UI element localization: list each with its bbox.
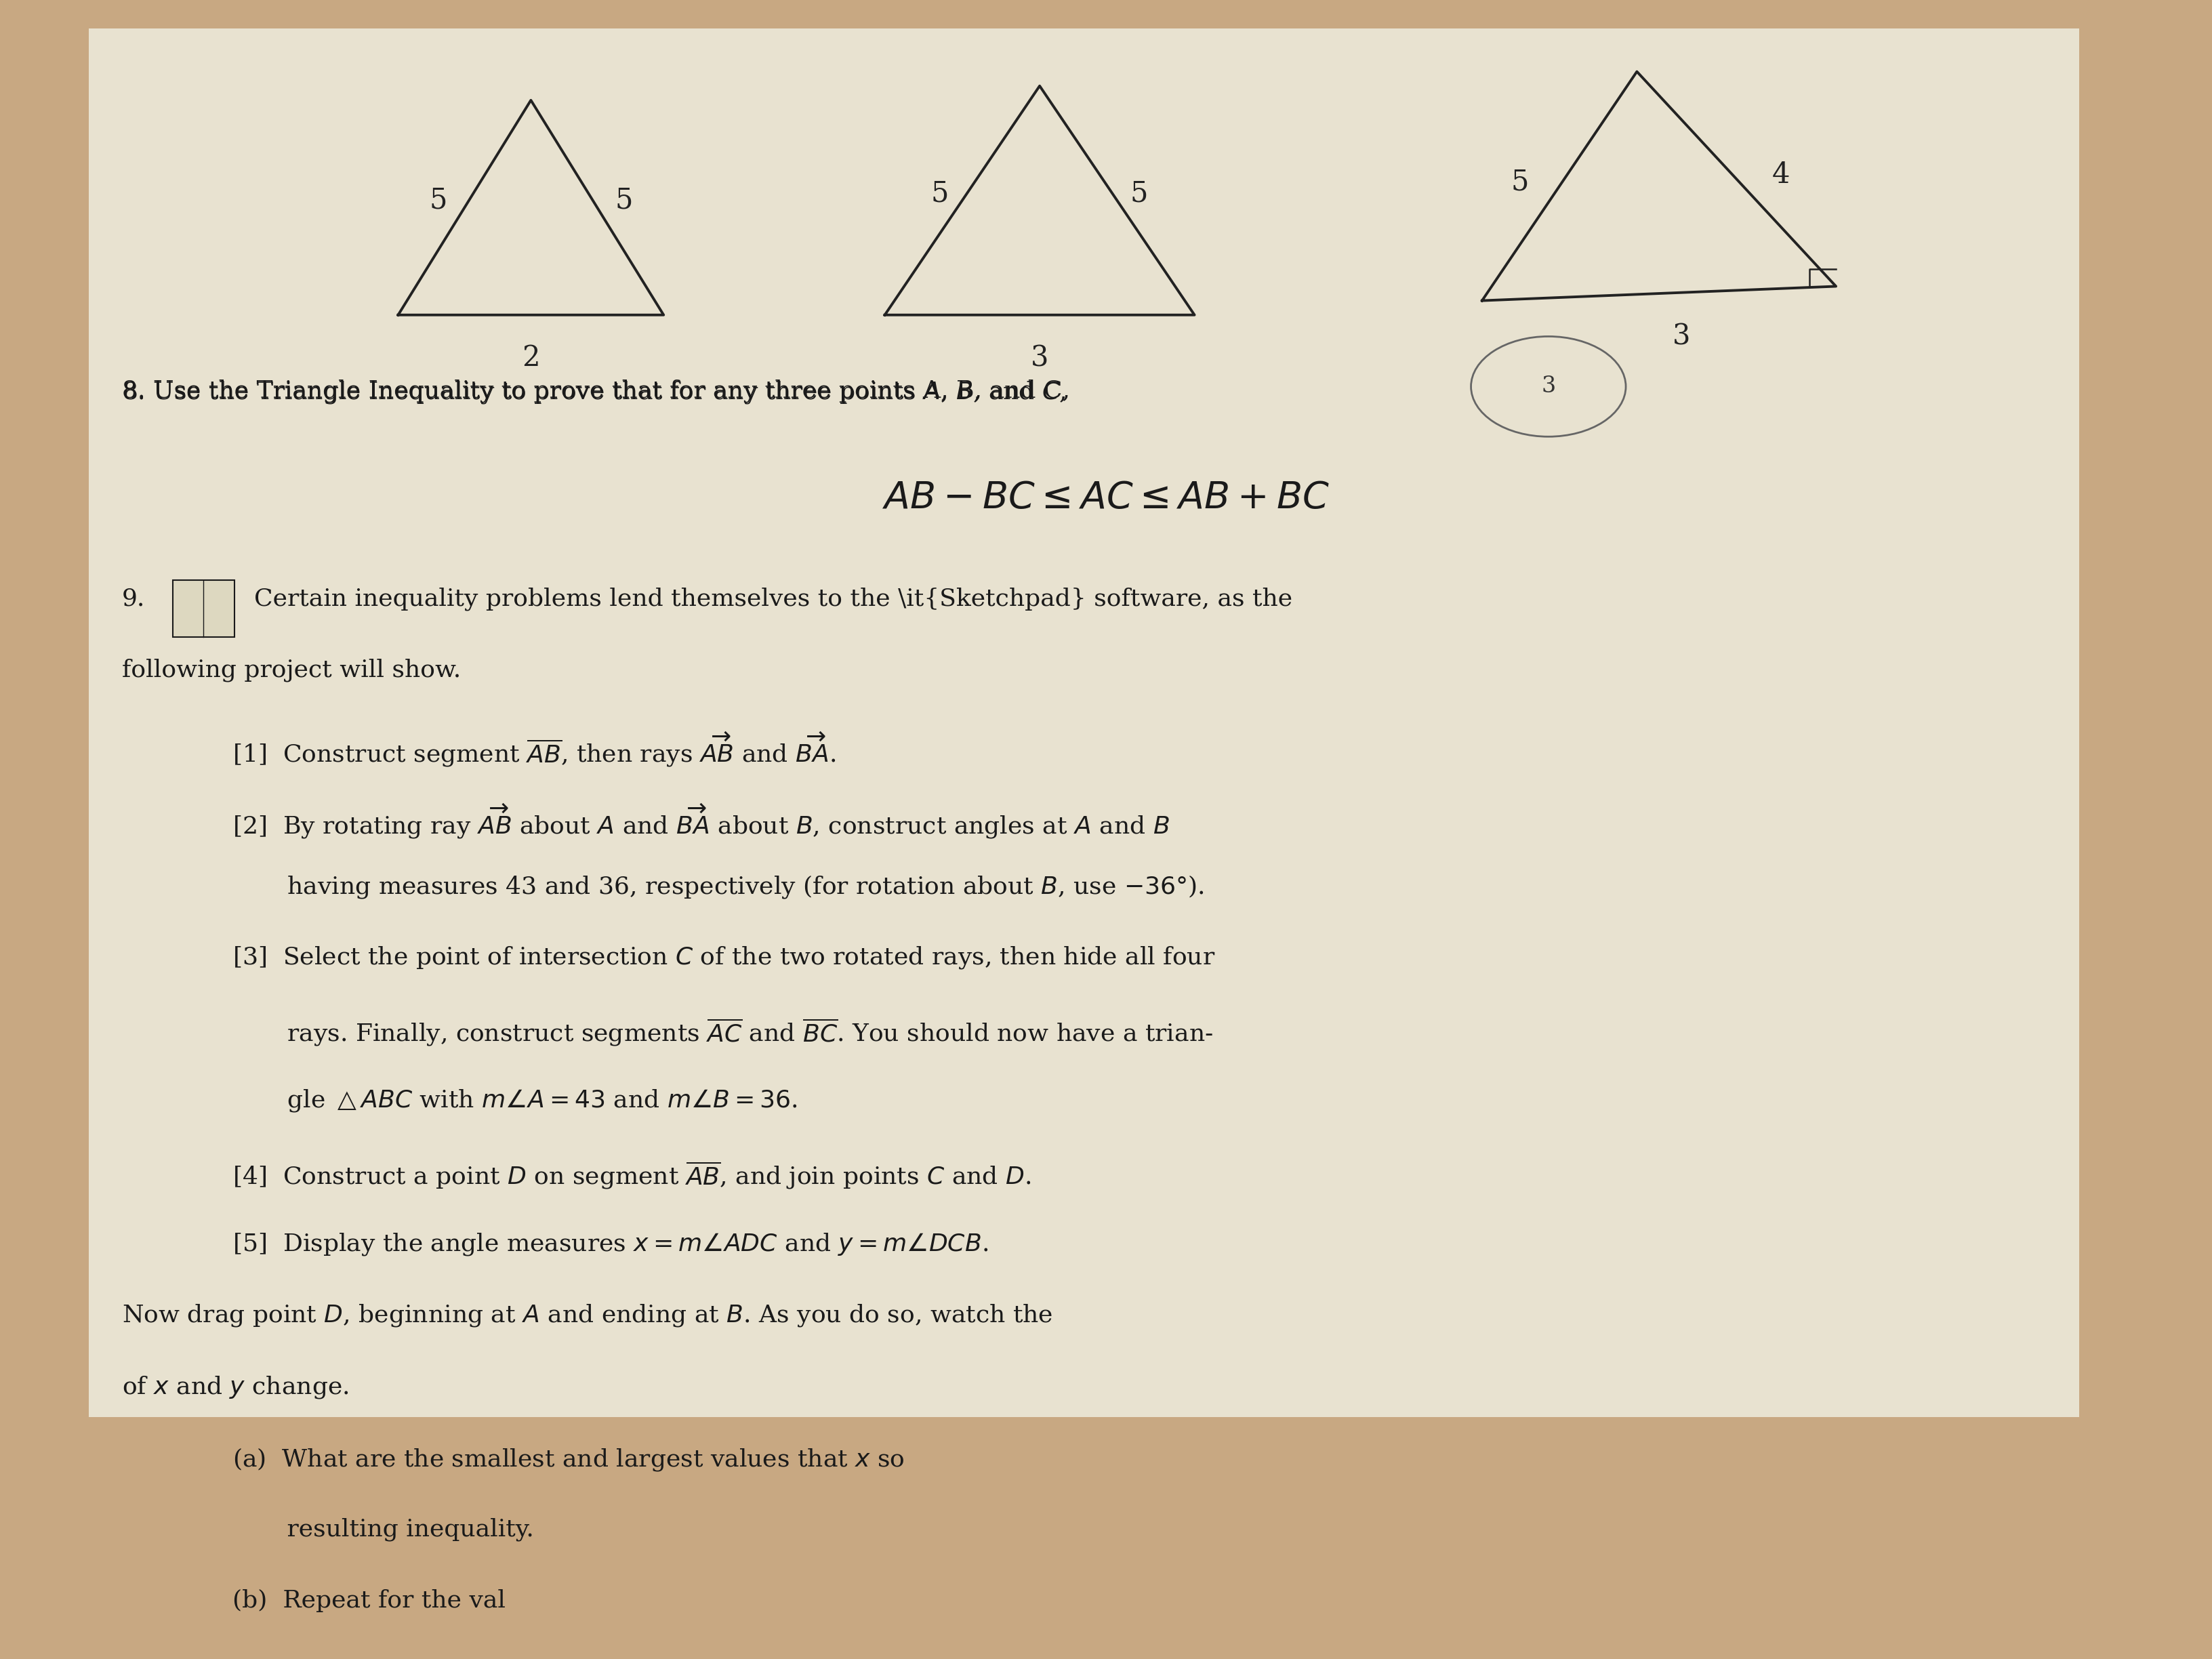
- Text: 5: 5: [429, 186, 447, 214]
- Text: 8. Use the Triangle Inequality to prove that for any three points $A$, $B$, and : 8. Use the Triangle Inequality to prove …: [122, 380, 1066, 405]
- Text: 5: 5: [1511, 168, 1528, 196]
- Text: 3: 3: [1672, 322, 1690, 350]
- Text: rays. Finally, construct segments $\overline{AC}$ and $\overline{BC}$. You shoul: rays. Finally, construct segments $\over…: [232, 1017, 1212, 1047]
- Text: 3: 3: [1542, 375, 1555, 398]
- Text: [1]  Construct segment $\overline{AB}$, then rays $\overrightarrow{AB}$ and $\ov: [1] Construct segment $\overline{AB}$, t…: [232, 730, 836, 768]
- Text: gle $\triangle ABC$ with $m\angle A = 43$ and $m\angle B = 36$.: gle $\triangle ABC$ with $m\angle A = 43…: [232, 1088, 799, 1113]
- Text: 3: 3: [1031, 343, 1048, 372]
- Text: of $x$ and $y$ change.: of $x$ and $y$ change.: [122, 1374, 349, 1400]
- Text: following project will show.: following project will show.: [122, 659, 460, 682]
- Text: [5]  Display the angle measures $x = m\angle ADC$ and $y = m\angle DCB$.: [5] Display the angle measures $x = m\an…: [232, 1231, 989, 1258]
- Text: [2]  By rotating ray $\overrightarrow{AB}$ about $A$ and $\overrightarrow{BA}$ a: [2] By rotating ray $\overrightarrow{AB}…: [232, 801, 1170, 839]
- Text: (a)  What are the smallest and largest values that $x$ so: (a) What are the smallest and largest va…: [232, 1447, 905, 1472]
- Text: [3]  Select the point of intersection $C$ of the two rotated rays, then hide all: [3] Select the point of intersection $C$…: [232, 946, 1214, 971]
- Text: 5: 5: [931, 179, 949, 207]
- Text: 9.: 9.: [122, 587, 146, 611]
- Text: (b)  Repeat for the val: (b) Repeat for the val: [232, 1589, 504, 1613]
- Text: 5: 5: [615, 186, 633, 214]
- Text: Now drag point $D$, beginning at $A$ and ending at $B$. As you do so, watch the: Now drag point $D$, beginning at $A$ and…: [122, 1302, 1053, 1329]
- FancyBboxPatch shape: [88, 28, 2079, 1417]
- FancyBboxPatch shape: [173, 579, 234, 637]
- Text: [4]  Construct a point $D$ on segment $\overline{AB}$, and join points $C$ and $: [4] Construct a point $D$ on segment $\o…: [232, 1160, 1031, 1191]
- Text: 8. Use the Triangle Inequality to prove that for any three points ⁠​A​, ​B​, and: 8. Use the Triangle Inequality to prove …: [122, 380, 1071, 403]
- Text: 4: 4: [1772, 161, 1790, 189]
- Text: $AB - BC \leq AC \leq AB + BC$: $AB - BC \leq AC \leq AB + BC$: [883, 479, 1329, 516]
- Text: 2: 2: [522, 343, 540, 372]
- Text: resulting inequality.: resulting inequality.: [232, 1518, 533, 1541]
- Text: having measures 43 and 36, respectively (for rotation about $B$, use $-36°$).: having measures 43 and 36, respectively …: [232, 873, 1203, 899]
- Text: Certain inequality problems lend themselves to the \it{Sketchpad} software, as t: Certain inequality problems lend themsel…: [254, 587, 1292, 611]
- Text: 5: 5: [1130, 179, 1148, 207]
